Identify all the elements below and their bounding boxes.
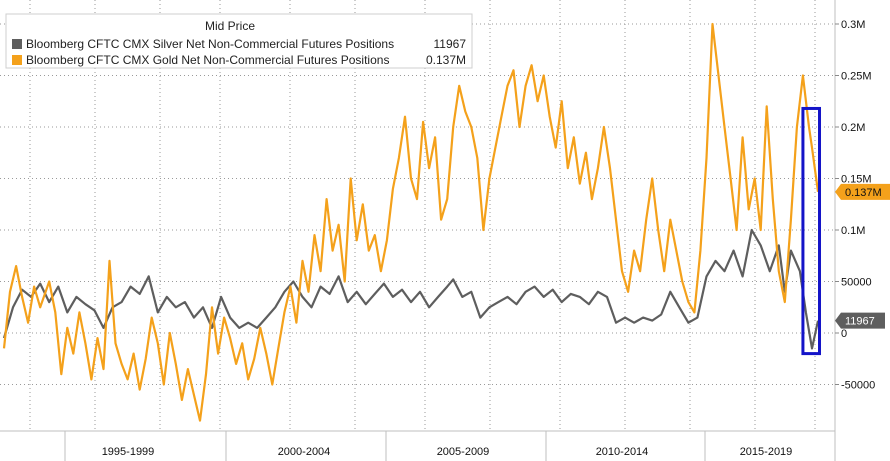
- x-tick-label: 2005-2009: [437, 446, 490, 458]
- x-tick-label: 1995-1999: [102, 446, 155, 458]
- gold-last-value-label-bg: [835, 183, 890, 200]
- label-layer: -50000 0 50000 0.1M 0.15M 0.2M 0.25M 0.3M 1995-1…: [64, 19, 890, 461]
- y-tick-label: 50000: [841, 277, 872, 289]
- y-tick-label: 0.25M: [841, 71, 872, 83]
- legend-label-gold: Bloomberg CFTC CMX Gold Net Non-Commerci…: [26, 53, 389, 67]
- legend-label-silver: Bloomberg CFTC CMX Silver Net Non-Commer…: [26, 37, 394, 51]
- silver-series-line: [2, 228, 820, 350]
- legend-title: Mid Price: [205, 19, 255, 33]
- highlight-box: [801, 106, 822, 356]
- silver-last-value-label: 11967: [845, 316, 875, 328]
- legend-value-gold: 0.137M: [426, 53, 466, 67]
- legend-swatch-gold: [12, 55, 22, 65]
- legend-box: [5, 13, 473, 69]
- legend-swatch-silver: [12, 39, 22, 49]
- silver-last-value-label-bg: [835, 312, 885, 329]
- series-layer: [2, 22, 820, 422]
- y-tick-label: 0.15M: [841, 174, 872, 186]
- x-tick-label: 2015-2019: [740, 446, 793, 458]
- x-tick-label: 2000-2004: [278, 446, 331, 458]
- legend-value-silver: 11967: [434, 37, 467, 51]
- y-tick-label: -50000: [841, 380, 875, 392]
- gold-last-value-label: 0.137M: [845, 187, 882, 199]
- y-tick-label: 0.3M: [841, 19, 865, 31]
- y-tick-label: 0.1M: [841, 225, 865, 237]
- highlight-layer: [801, 106, 822, 356]
- y-tick-label: 0: [841, 328, 847, 340]
- legend: Mid Price Bloomberg CFTC CMX Silver Net …: [5, 13, 473, 69]
- gold-series-line: [2, 22, 820, 422]
- x-tick-label: 2010-2014: [596, 446, 649, 458]
- y-tick-label: 0.2M: [841, 122, 865, 134]
